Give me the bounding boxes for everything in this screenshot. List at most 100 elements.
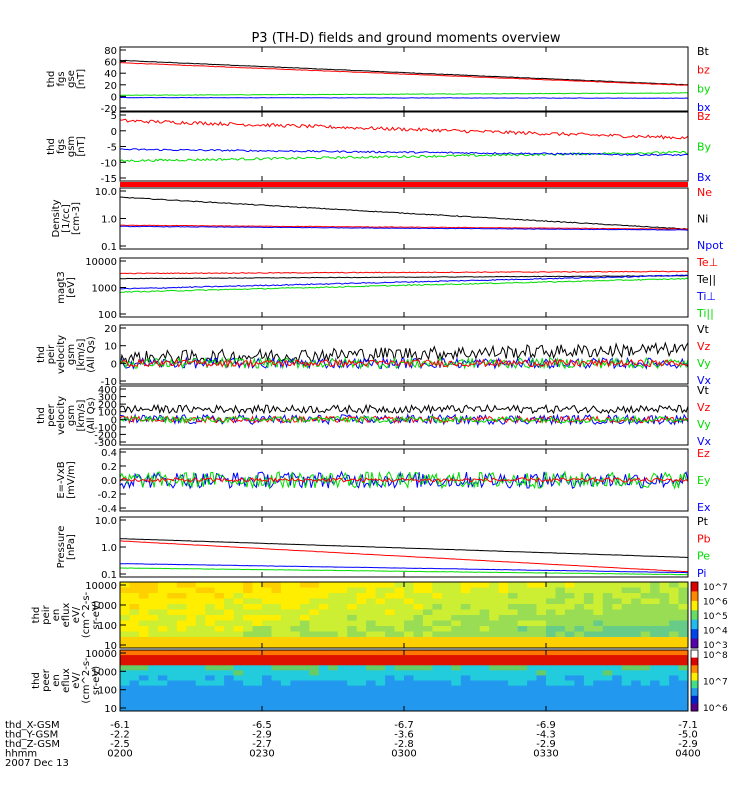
- spectrogram-cell: [356, 700, 367, 707]
- spectrogram-cell: [517, 705, 528, 712]
- spectrogram-cell: [489, 695, 500, 702]
- spectrogram-cell: [631, 593, 642, 599]
- spectrogram-cell: [659, 680, 670, 687]
- spectrogram-cell: [413, 660, 424, 666]
- spectrogram-cell: [309, 670, 320, 676]
- colorbar-label: 10^7: [703, 678, 728, 688]
- spectrogram-cell: [224, 650, 235, 656]
- y-axis-label: sr-eV): [91, 600, 102, 629]
- spectrogram-cell: [138, 660, 149, 666]
- x-tick-label: 0330: [533, 749, 558, 760]
- spectrogram-cell: [252, 685, 263, 692]
- y-axis-label: thd: [46, 71, 57, 88]
- spectrogram-cell: [120, 695, 130, 702]
- spectrogram-cell: [271, 685, 282, 692]
- spectrogram-cell: [404, 615, 414, 621]
- spectrogram-cell: [489, 637, 500, 643]
- spectrogram-cell: [366, 615, 377, 621]
- spectrogram-cell: [233, 598, 244, 605]
- spectrogram-cell: [479, 655, 490, 661]
- spectrogram-cell: [337, 695, 348, 702]
- spectrogram-cell: [564, 598, 575, 605]
- spectrogram-cell: [366, 655, 377, 661]
- spectrogram-cell: [176, 620, 187, 627]
- x-tick-label: 0300: [391, 749, 416, 760]
- spectrogram-cell: [394, 680, 405, 687]
- spectrogram-cell: [451, 598, 462, 605]
- y-tick-label: 10000: [85, 257, 117, 268]
- spectrogram-cell: [574, 604, 585, 610]
- y-tick-label: 0: [111, 359, 117, 370]
- spectrogram-cell: [659, 705, 670, 712]
- spectrogram-cell: [517, 655, 528, 661]
- spectrogram-cell: [479, 642, 490, 649]
- spectrogram-cell: [271, 655, 282, 661]
- y-axis-label: Density: [51, 199, 62, 237]
- spectrogram-cell: [252, 604, 263, 610]
- spectrogram-cell: [404, 650, 414, 656]
- spectrogram-cell: [593, 609, 604, 616]
- colorbar-frame: [690, 581, 699, 649]
- spectrogram-cell: [233, 690, 244, 697]
- spectrogram-cell: [508, 690, 519, 697]
- spectrogram-cell: [631, 670, 642, 676]
- spectrogram-cell: [337, 675, 348, 681]
- spectrogram-cell: [564, 705, 575, 712]
- spectrogram-cell: [138, 637, 149, 643]
- spectrogram-cell: [650, 650, 661, 656]
- spectrogram-cell: [527, 642, 538, 649]
- spectrogram-cell: [176, 665, 187, 671]
- spectrogram-cell: [612, 637, 623, 643]
- spectrogram-cell: [451, 631, 462, 638]
- spectrogram-cell: [479, 637, 490, 643]
- spectrogram-cell: [394, 620, 405, 627]
- spectrogram-cell: [612, 593, 623, 599]
- spectrogram-cell: [659, 655, 670, 661]
- spectrogram-cell: [129, 582, 140, 588]
- spectrogram-cell: [451, 620, 462, 627]
- spectrogram-cell: [432, 604, 443, 610]
- spectrogram-cell: [678, 660, 689, 666]
- spectrogram-cell: [422, 685, 433, 692]
- spectrogram-cell: [432, 670, 443, 676]
- spectrogram-cell: [470, 593, 481, 599]
- spectrogram-cell: [517, 604, 528, 610]
- spectrogram-cell: [564, 670, 575, 676]
- spectrogram-cell: [309, 587, 320, 594]
- spectrogram-cell: [224, 582, 235, 588]
- spectrogram-cell: [385, 675, 396, 681]
- spectrogram-cell: [640, 593, 651, 599]
- spectrogram-cell: [659, 665, 670, 671]
- spectrogram-cell: [186, 650, 197, 656]
- spectrogram-cell: [186, 609, 197, 616]
- spectrogram-cell: [669, 675, 680, 681]
- legend-label: Vt: [697, 384, 710, 397]
- spectrogram-cell: [422, 670, 433, 676]
- spectrogram-cell: [214, 615, 225, 621]
- spectrogram-cell: [328, 615, 339, 621]
- spectrogram-cell: [602, 598, 613, 605]
- x-axis-row-label: thd_Z-GSM: [5, 739, 60, 750]
- spectrogram-cell: [564, 626, 575, 632]
- spectrogram-cell: [375, 665, 386, 671]
- spectrogram-cell: [262, 620, 272, 627]
- spectrogram-cell: [252, 650, 263, 656]
- spectrogram-cell: [186, 631, 197, 638]
- spectrogram-cell: [489, 587, 500, 594]
- series-by-line: [119, 150, 689, 163]
- spectrogram-cell: [555, 587, 566, 594]
- legend-label: Pe: [697, 550, 710, 563]
- series-ez-line: [119, 477, 689, 483]
- spectrogram-cell: [205, 700, 216, 707]
- spectrogram-cell: [527, 705, 538, 712]
- spectrogram-cell: [356, 690, 367, 697]
- spectrogram-cell: [546, 598, 556, 605]
- y-axis-label: E=-VxB: [56, 461, 67, 498]
- spectrogram-cell: [527, 680, 538, 687]
- spectrogram-cell: [120, 626, 130, 632]
- spectrogram-cell: [356, 660, 367, 666]
- legend-label: Ti⊥: [696, 290, 716, 303]
- spectrogram-cell: [366, 690, 377, 697]
- spectrogram-cell: [460, 650, 471, 656]
- spectrogram-cell: [678, 705, 689, 712]
